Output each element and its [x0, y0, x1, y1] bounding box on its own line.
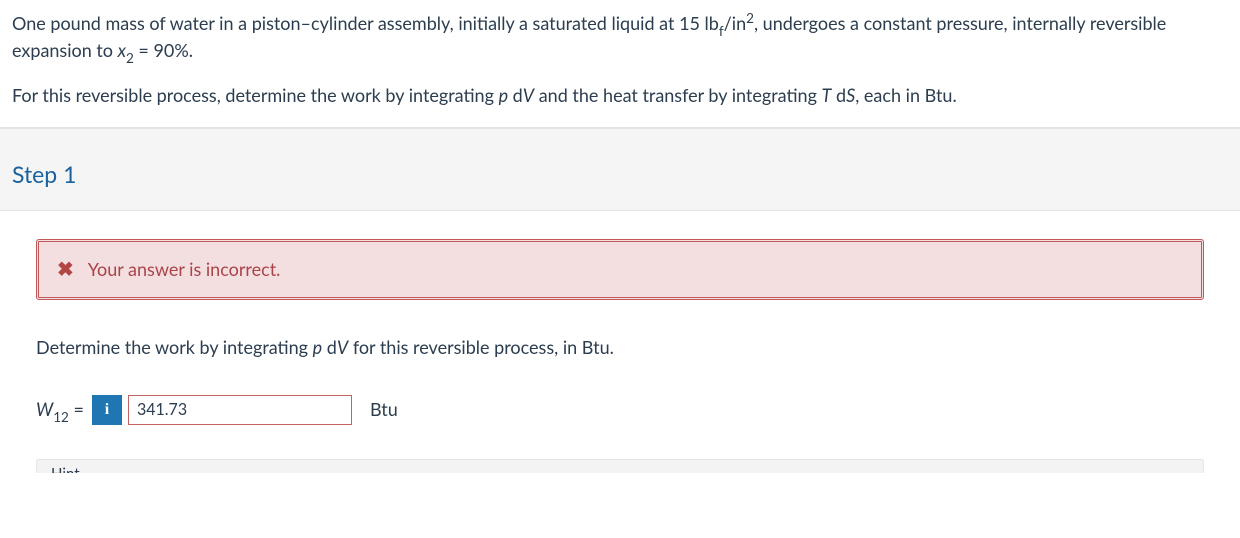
info-icon[interactable]: i: [92, 395, 122, 425]
answer-input[interactable]: [128, 395, 352, 425]
answer-row: W12 = i Btu: [36, 395, 1204, 425]
step-prompt: Determine the work by integrating p dV f…: [36, 334, 1204, 361]
step-title: Step 1: [12, 160, 76, 188]
answer-unit: Btu: [370, 396, 398, 423]
question-paragraph-1: One pound mass of water in a piston–cyli…: [12, 10, 1228, 64]
step-body: ✖ Your answer is incorrect. Determine th…: [0, 211, 1240, 435]
feedback-message: Your answer is incorrect.: [88, 256, 281, 283]
question-text: One pound mass of water in a piston–cyli…: [0, 0, 1240, 128]
step-header: Step 1: [0, 128, 1240, 211]
question-paragraph-2: For this reversible process, determine t…: [12, 82, 1228, 109]
hint-bar[interactable]: Hint: [36, 459, 1204, 473]
feedback-incorrect: ✖ Your answer is incorrect.: [36, 239, 1204, 300]
answer-label: W12 =: [36, 396, 84, 423]
hint-label: Hint: [51, 463, 80, 473]
incorrect-icon: ✖: [57, 259, 74, 279]
